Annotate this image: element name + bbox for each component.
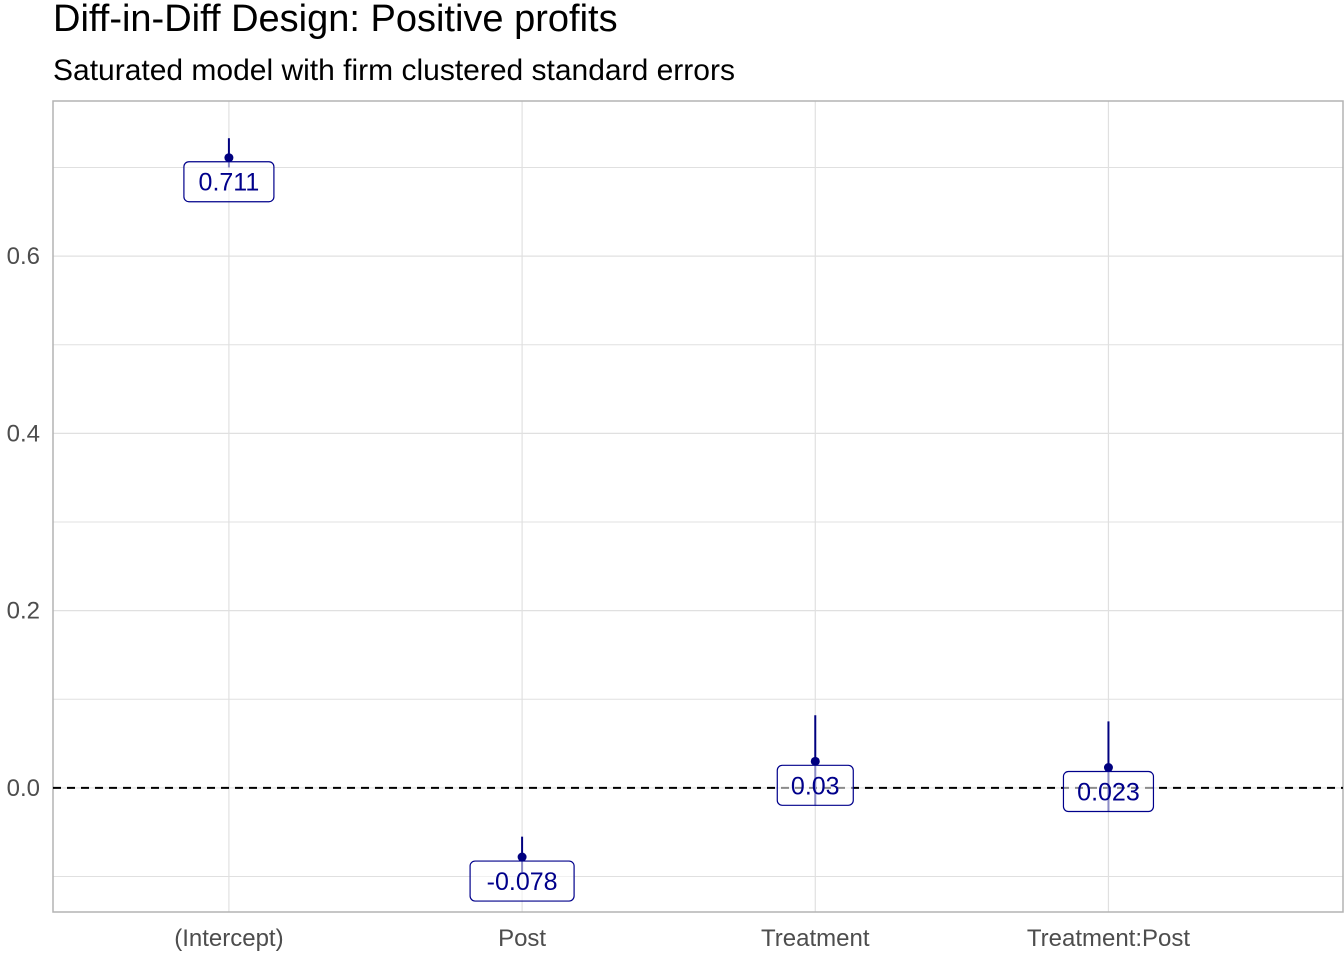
estimate-point — [517, 852, 527, 862]
data-label-box — [776, 764, 854, 806]
estimate-point — [810, 756, 820, 766]
x-tick-label: Treatment — [761, 925, 870, 952]
data-label-box — [183, 161, 275, 203]
y-tick-label: 0.2 — [7, 598, 40, 625]
y-tick-label: 0.0 — [7, 775, 40, 802]
data-label: 0.03 — [791, 772, 840, 800]
chart-subtitle: Saturated model with firm clustered stan… — [53, 54, 735, 87]
data-label: -0.078 — [487, 868, 558, 896]
chart-title: Diff-in-Diff Design: Positive profits — [53, 0, 618, 40]
estimate-point — [224, 153, 234, 163]
x-tick-label: (Intercept) — [174, 925, 283, 952]
estimate-point — [1103, 763, 1113, 773]
x-tick-label: Post — [498, 925, 546, 952]
y-tick-label: 0.4 — [7, 420, 40, 447]
data-label-box — [1062, 770, 1155, 813]
panel-border — [52, 100, 1344, 913]
data-label-box — [469, 860, 575, 902]
x-tick-label: Treatment:Post — [1027, 925, 1191, 952]
data-label: 0.711 — [199, 169, 260, 197]
data-label: 0.023 — [1077, 779, 1140, 807]
plot-area: 0.0 0.2 0.4 0.6 (Intercept) Post Treatment Trea… — [7, 100, 1344, 952]
y-tick-label: 0.6 — [7, 243, 40, 270]
